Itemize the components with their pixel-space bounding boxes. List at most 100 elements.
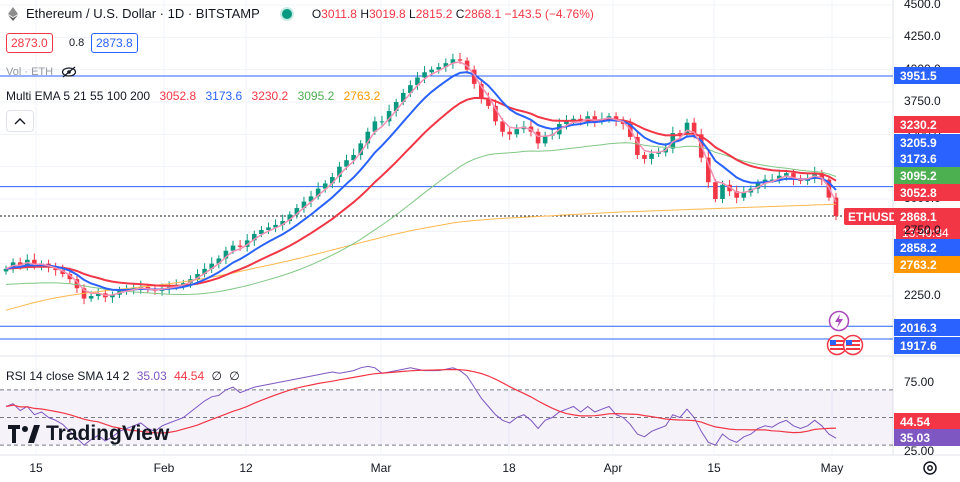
candle-body (393, 102, 399, 112)
ema100-line (5, 142, 837, 296)
symbol-title[interactable]: Ethereum / U.S. Dollar · 1D · BITSTAMP (26, 6, 260, 21)
rsi-axis-tag: 35.03 (894, 429, 960, 446)
sell-button[interactable]: 2873.0 (6, 33, 53, 53)
candle-body (791, 173, 796, 180)
ema200-value: 2763.2 (343, 89, 381, 103)
candle-body (564, 121, 569, 124)
price-tick-label: 4250.0 (904, 29, 941, 44)
candle-body (670, 133, 676, 149)
price-axis-tag: 3095.2 (894, 167, 960, 184)
candle-body (308, 196, 314, 202)
candle-body (337, 166, 342, 178)
rsi-label[interactable]: RSI 14 close SMA 14 2 (6, 369, 130, 383)
rsi-axis-tag: 44.54 (894, 413, 960, 430)
candle-body (280, 220, 285, 225)
candle-body (429, 69, 434, 73)
ema5-line (5, 61, 837, 297)
tv-logo-icon (8, 425, 40, 443)
symbol-header: Ethereum / U.S. Dollar · 1D · BITSTAMP O… (6, 6, 594, 21)
candle-body (755, 183, 761, 189)
candle-body (287, 214, 293, 221)
candle-body (486, 98, 491, 106)
candle-body (436, 67, 442, 70)
rsi-sma-line (5, 368, 837, 434)
candle-body (493, 105, 498, 122)
ema-label[interactable]: Multi EMA 5 21 55 100 200 (6, 89, 151, 103)
candle-body (514, 129, 520, 135)
ema55-line (5, 97, 837, 287)
rsi-sma-value: 44.54 (174, 369, 205, 383)
rsi-tick-label: 75.00 (904, 375, 935, 389)
candle-body (656, 152, 661, 154)
price-tick-label: 3750.0 (904, 94, 941, 108)
candle-body (88, 296, 94, 299)
candle-body (386, 111, 392, 122)
change-value: −143.5 (−4.76%) (504, 6, 594, 21)
candle-body (776, 175, 782, 180)
candle-body (74, 279, 80, 289)
time-axis-label: 18 (502, 461, 516, 475)
price-tick-label: 4500.0 (904, 0, 941, 11)
candle-body (315, 188, 321, 197)
candle-body (67, 274, 73, 280)
lightning-event-icon[interactable] (828, 310, 850, 332)
candle-body (202, 268, 207, 275)
candle-body (677, 133, 683, 135)
candle-body (379, 121, 385, 123)
candle-body (457, 59, 463, 61)
time-axis-label: Mar (370, 461, 392, 475)
candle-body (358, 143, 364, 156)
candle-body (351, 155, 356, 161)
candle-body (535, 131, 541, 144)
candle-body (400, 92, 406, 102)
tradingview-logo[interactable]: TradingView (8, 422, 169, 446)
ema-legend: Multi EMA 5 21 55 100 200 3052.8 3173.6 … (6, 89, 380, 103)
ema100-value: 3095.2 (297, 89, 335, 103)
candle-body (471, 69, 477, 84)
candle-body (734, 191, 739, 198)
us-flag-event-icon-2[interactable] (842, 334, 864, 356)
candle-body (507, 131, 512, 135)
bar-countdown: 13:40:34 (896, 225, 960, 240)
ema21-line (5, 71, 837, 292)
candle-body (642, 155, 647, 159)
candle-body (251, 233, 257, 241)
market-open-icon[interactable] (279, 6, 294, 21)
ethereum-icon (8, 6, 18, 21)
price-axis-tag: 2016.3 (894, 319, 960, 336)
candle-body (259, 230, 264, 234)
price-axis-tag: 2858.2 (894, 239, 960, 256)
symbol-price-tag: ETHUSD (844, 208, 902, 225)
ohlc-readout: O3011.8 H3019.8 L2815.2 C2868.1 −143.5 (… (311, 6, 594, 21)
volume-label[interactable]: Vol · ETH (6, 66, 54, 78)
price-axis-tag: 2763.2 (894, 256, 960, 273)
buy-button[interactable]: 2873.8 (91, 33, 138, 53)
gear-icon[interactable] (920, 458, 940, 478)
candle-body (720, 184, 725, 199)
time-axis-label: 12 (239, 461, 253, 475)
time-axis-label: 15 (707, 461, 721, 475)
eye-hidden-icon[interactable] (61, 66, 77, 78)
rsi-empty-1: ∅ (211, 369, 222, 383)
time-axis-label: 15 (29, 461, 43, 475)
candle-body (769, 179, 775, 181)
candle-body (784, 173, 789, 176)
candle-body (365, 131, 371, 144)
candle-body (741, 192, 747, 198)
candle-body (17, 262, 23, 265)
ema200-line (5, 203, 837, 311)
candle-body (209, 263, 215, 269)
rsi-legend: RSI 14 close SMA 14 2 35.03 44.54 ∅ ∅ (6, 369, 240, 383)
candle-body (478, 83, 484, 99)
candle-body (713, 182, 718, 199)
candle-body (635, 136, 640, 156)
candle-body (60, 270, 66, 275)
candle-body (542, 135, 548, 144)
candle-body (266, 227, 271, 231)
collapse-legend-button[interactable] (6, 110, 34, 132)
ema21-value: 3173.6 (205, 89, 243, 103)
time-axis-label: Feb (153, 461, 175, 475)
candle-body (450, 59, 456, 64)
candle-body (110, 294, 115, 298)
